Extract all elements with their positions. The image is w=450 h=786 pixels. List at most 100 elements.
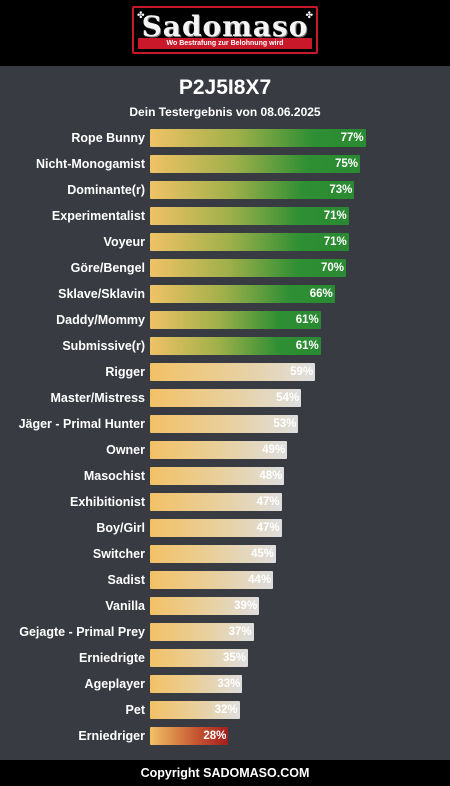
result-bar: 66% xyxy=(150,285,335,303)
result-bar: 32% xyxy=(150,701,240,719)
row-label: Erniedriger xyxy=(78,729,145,743)
result-bar: 48% xyxy=(150,467,285,485)
row-label: Vanilla xyxy=(105,599,145,613)
result-bar: 59% xyxy=(150,363,316,381)
result-row: Gejagte - Primal Prey 37% xyxy=(0,623,450,641)
bar-value-label: 73% xyxy=(329,184,353,196)
row-label: Rigger xyxy=(105,365,145,379)
result-row: Pet 32% xyxy=(0,701,450,719)
row-label: Submissive(r) xyxy=(62,339,145,353)
result-bar: 33% xyxy=(150,675,243,693)
logo-star-icon: ✤ xyxy=(137,10,145,20)
row-label: Masochist xyxy=(83,469,145,483)
row-label: Ageplayer xyxy=(84,677,145,691)
result-bar: 75% xyxy=(150,155,360,173)
row-label: Pet xyxy=(125,703,145,717)
bar-value-label: 39% xyxy=(234,600,258,612)
result-bar: 70% xyxy=(150,259,346,277)
result-row: Submissive(r) 61% xyxy=(0,337,450,355)
bar-value-label: 77% xyxy=(340,132,364,144)
result-bar: 77% xyxy=(150,129,366,147)
result-row: Sadist 44% xyxy=(0,571,450,589)
result-bar: 47% xyxy=(150,519,282,537)
result-row: Rigger 59% xyxy=(0,363,450,381)
row-label: Switcher xyxy=(92,547,145,561)
result-bar: 49% xyxy=(150,441,288,459)
result-row: Switcher 45% xyxy=(0,545,450,563)
bar-value-label: 54% xyxy=(276,392,300,404)
result-bar: 71% xyxy=(150,207,349,225)
row-label: Owner xyxy=(106,443,145,457)
row-label: Dominante(r) xyxy=(67,183,145,197)
result-bar: 35% xyxy=(150,649,248,667)
row-label: Jäger - Primal Hunter xyxy=(18,417,145,431)
result-bar: 37% xyxy=(150,623,254,641)
result-bar: 73% xyxy=(150,181,355,199)
row-label: Master/Mistress xyxy=(50,391,146,405)
footer-copyright: Copyright SADOMASO.COM xyxy=(0,760,450,786)
result-bar: 61% xyxy=(150,337,321,355)
result-row: Owner 49% xyxy=(0,441,450,459)
result-bar: 39% xyxy=(150,597,260,615)
site-logo[interactable]: ✤ ✤ Sadomaso Wo Bestrafung zur Belohnung… xyxy=(132,6,318,54)
bar-value-label: 37% xyxy=(228,626,252,638)
result-row: Daddy/Mommy 61% xyxy=(0,311,450,329)
bar-value-label: 66% xyxy=(309,288,333,300)
result-row: Boy/Girl 47% xyxy=(0,519,450,537)
row-label: Erniedrigte xyxy=(79,651,145,665)
result-bar: 44% xyxy=(150,571,274,589)
bar-value-label: 45% xyxy=(250,548,274,560)
bar-value-label: 48% xyxy=(259,470,283,482)
result-row: Jäger - Primal Hunter 53% xyxy=(0,415,450,433)
logo-wordmark: Sadomaso xyxy=(141,10,309,43)
bar-value-label: 47% xyxy=(256,522,280,534)
bar-value-label: 71% xyxy=(323,236,347,248)
result-row: Master/Mistress 54% xyxy=(0,389,450,407)
bar-value-label: 61% xyxy=(295,340,319,352)
result-bar: 45% xyxy=(150,545,276,563)
result-bar: 54% xyxy=(150,389,302,407)
row-label: Voyeur xyxy=(103,235,145,249)
bar-value-label: 49% xyxy=(262,444,286,456)
row-label: Göre/Bengel xyxy=(70,261,145,275)
result-bar: 47% xyxy=(150,493,282,511)
row-label: Sadist xyxy=(107,573,145,587)
result-row: Erniedriger 28% xyxy=(0,727,450,745)
result-row: Rope Bunny 77% xyxy=(0,129,450,147)
bar-value-label: 47% xyxy=(256,496,280,508)
bar-value-label: 35% xyxy=(222,652,246,664)
result-row: Voyeur 71% xyxy=(0,233,450,251)
logo-tagline: Wo Bestrafung zur Belohnung wird xyxy=(138,38,312,49)
bar-value-label: 33% xyxy=(217,678,241,690)
result-bar: 53% xyxy=(150,415,299,433)
result-bar: 61% xyxy=(150,311,321,329)
row-label: Exhibitionist xyxy=(70,495,145,509)
result-row: Dominante(r) 73% xyxy=(0,181,450,199)
result-row: Masochist 48% xyxy=(0,467,450,485)
row-label: Gejagte - Primal Prey xyxy=(19,625,145,639)
row-label: Daddy/Mommy xyxy=(56,313,145,327)
result-row: Sklave/Sklavin 66% xyxy=(0,285,450,303)
row-label: Rope Bunny xyxy=(71,131,145,145)
bar-value-label: 61% xyxy=(295,314,319,326)
row-label: Nicht-Monogamist xyxy=(35,157,145,171)
logo-star-icon: ✤ xyxy=(305,10,313,20)
result-row: Göre/Bengel 70% xyxy=(0,259,450,277)
result-row: Ageplayer 33% xyxy=(0,675,450,693)
row-label: Experimentalist xyxy=(51,209,145,223)
result-row: Experimentalist 71% xyxy=(0,207,450,225)
bar-value-label: 32% xyxy=(214,704,238,716)
row-label: Sklave/Sklavin xyxy=(58,287,145,301)
result-row: Exhibitionist 47% xyxy=(0,493,450,511)
bar-value-label: 59% xyxy=(290,366,314,378)
result-row: Vanilla 39% xyxy=(0,597,450,615)
bar-value-label: 70% xyxy=(320,262,344,274)
header-bar: ✤ ✤ Sadomaso Wo Bestrafung zur Belohnung… xyxy=(0,0,450,66)
result-row: Nicht-Monogamist 75% xyxy=(0,155,450,173)
page-title: P2J5I8X7 xyxy=(178,76,272,99)
page-subtitle: Dein Testergebnis von 08.06.2025 xyxy=(129,105,321,119)
bar-value-label: 28% xyxy=(203,730,227,742)
bar-value-label: 53% xyxy=(273,418,297,430)
result-bar: 71% xyxy=(150,233,349,251)
result-bar: 28% xyxy=(150,727,229,745)
